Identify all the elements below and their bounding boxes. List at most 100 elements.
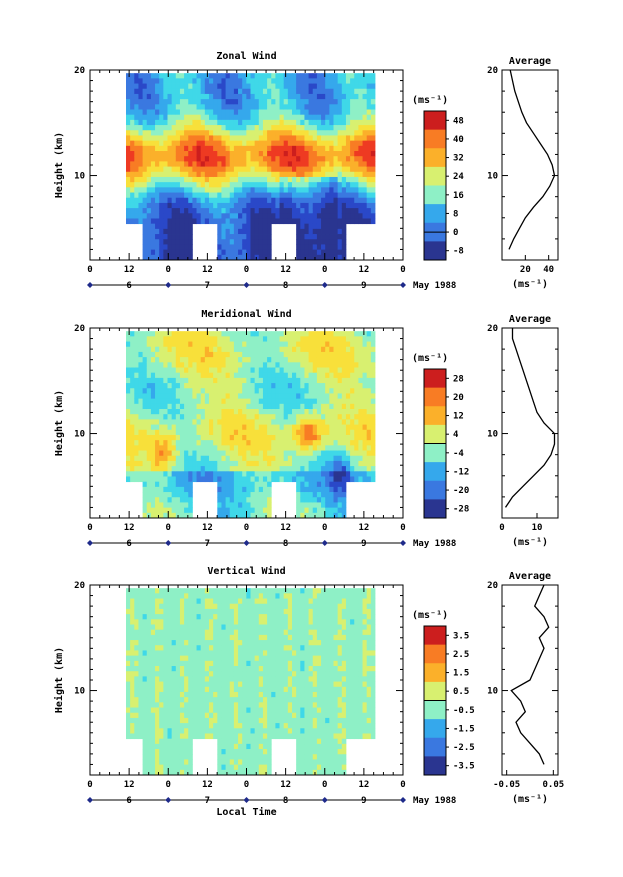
heatmap-cell [192,135,197,141]
heatmap-cell [163,419,168,425]
heatmap-cell [205,362,210,368]
heatmap-cell [371,425,376,431]
heatmap-cell [180,671,185,677]
heatmap-cell [292,193,297,199]
colorbar-label: 32 [453,154,464,164]
heatmap-cell [292,378,297,384]
heatmap-cell [184,362,189,368]
heatmap-cell [176,456,181,462]
heatmap-cell [221,125,226,131]
heatmap-cell [221,193,226,199]
heatmap-cell [263,487,268,493]
heatmap-cell [263,393,268,399]
heatmap-cell [197,728,202,734]
heatmap-cell [213,362,218,368]
heatmap-cell [172,502,177,508]
heatmap-cell [234,425,239,431]
y-axis-label: Height (km) [53,132,65,198]
heatmap-cell [130,193,135,199]
heatmap-cell [334,409,339,415]
heatmap-cell [230,456,235,462]
heatmap-cell [371,440,376,446]
heatmap-cell [271,203,276,209]
heatmap-cell [300,218,305,224]
heatmap-cell [226,399,231,405]
heatmap-cell [234,419,239,425]
colorbar-label: -20 [453,486,469,496]
heatmap-cell [358,208,363,214]
heatmap-cell [280,89,285,95]
heatmap-cell [284,409,289,415]
heatmap-cell [197,393,202,399]
heatmap-cell [151,588,156,594]
heatmap-cell [280,135,285,141]
heatmap-cell [313,451,318,457]
heatmap-cell [259,347,264,353]
heatmap-cell [346,476,351,482]
heatmap-cell [126,635,131,641]
heatmap-cell [168,728,173,734]
heatmap-cell [184,708,189,714]
heatmap-cell [163,739,168,745]
heatmap-cell [163,229,168,235]
heatmap-cell [163,588,168,594]
heatmap-cell [242,141,247,147]
heatmap-cell [263,451,268,457]
heatmap-cell [325,362,330,368]
heatmap-cell [151,697,156,703]
heatmap-cell [342,404,347,410]
heatmap-cell [346,368,351,374]
heatmap-cell [176,461,181,467]
heatmap-cell [346,451,351,457]
heatmap-cell [246,234,251,240]
heatmap-cell [288,409,293,415]
heatmap-cell [304,471,309,477]
heatmap-cell [334,156,339,162]
heatmap-cell [354,440,359,446]
heatmap-cell [317,151,322,157]
heatmap-cell [350,172,355,178]
heatmap-cell [251,508,256,514]
heatmap-cell [325,373,330,379]
heatmap-cell [288,440,293,446]
heatmap-cell [184,682,189,688]
heatmap-cell [163,104,168,110]
heatmap-cell [296,78,301,84]
heatmap-cell [205,78,210,84]
heatmap-cell [329,347,334,353]
heatmap-cell [155,430,160,436]
heatmap-cell [271,409,276,415]
heatmap-cell [367,445,372,451]
heatmap-cell [155,99,160,105]
heatmap-cell [296,357,301,363]
heatmap-cell [147,476,152,482]
heatmap-cell [259,182,264,188]
heatmap-cell [159,435,164,441]
heatmap-cell [197,193,202,199]
heatmap-cell [350,84,355,90]
heatmap-cell [263,342,268,348]
heatmap-cell [338,373,343,379]
heatmap-cell [201,187,206,193]
heatmap-cell [342,78,347,84]
heatmap-cell [300,130,305,136]
heatmap-cell [242,492,247,498]
heatmap-cell [230,104,235,110]
heatmap-cell [251,487,256,493]
heatmap-cell [271,167,276,173]
heatmap-cell [151,182,156,188]
heatmap-cell [184,383,189,389]
heatmap-cell [325,482,330,488]
heatmap-cell [163,630,168,636]
heatmap-cell [296,141,301,147]
heatmap-cell [346,435,351,441]
heatmap-cell [238,218,243,224]
heatmap-cell [197,599,202,605]
heatmap-cell [238,161,243,167]
heatmap-cell [192,728,197,734]
heatmap-cell [172,445,177,451]
heatmap-cell [176,451,181,457]
heatmap-cell [226,110,231,116]
heatmap-cell [168,239,173,245]
heatmap-cell [271,172,276,178]
